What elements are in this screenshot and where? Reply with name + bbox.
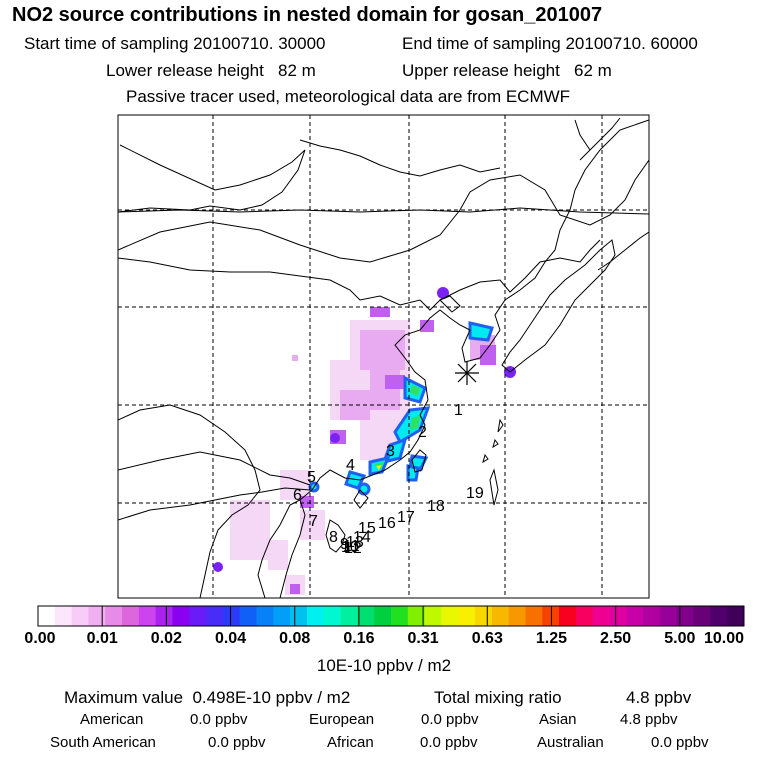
legend-tick-label: 0.01 (86, 630, 118, 647)
legend-tick-label: 0.31 (407, 630, 439, 647)
source-label: 8 (329, 529, 338, 546)
source-label: 7 (309, 513, 318, 530)
region-name-australian: Australian (537, 734, 604, 751)
source-label: 14 (353, 529, 371, 546)
source-label: 10 (341, 539, 359, 556)
map-panel: 1 2 3 4 5 6 7 8 9 10 11 12 13 14 15 16 1… (117, 114, 650, 599)
legend-tick-label: 0.63 (471, 630, 503, 647)
source-label: 17 (397, 509, 415, 526)
upper-release-height-label: Upper release height 62 m (402, 61, 612, 80)
source-label: 12 (344, 540, 362, 557)
source-label: 2 (418, 424, 427, 441)
source-label: 5 (307, 469, 316, 486)
legend-tick-label: 2.50 (600, 630, 632, 647)
legend-tick-label: 0.08 (279, 630, 311, 647)
source-label: 11 (343, 538, 360, 555)
lower-release-height-label: Lower release height 82 m (106, 61, 316, 80)
legend-tick-label: 0.02 (150, 630, 182, 647)
legend-tick-label: 0.00 (24, 630, 56, 647)
lat-lon-grid (118, 115, 649, 598)
region-name-asian: Asian (539, 711, 577, 728)
legend-tick-label: 5.00 (664, 630, 696, 647)
data-source-note: Passive tracer used, meteorological data… (126, 87, 571, 106)
source-label: 18 (427, 498, 445, 515)
legend-tick-label: 0.16 (343, 630, 375, 647)
start-time-label: Start time of sampling 20100710. 30000 (24, 34, 326, 53)
source-label: 13 (346, 534, 364, 551)
source-label: 6 (293, 487, 302, 504)
asterisk-icon (455, 361, 479, 385)
total-mixing-ratio-value: 4.8 ppbv (626, 688, 692, 707)
region-name-african: African (327, 734, 374, 751)
legend-tick-label: 1.25 (535, 630, 568, 647)
legend-tick-label: 10.00 (703, 630, 745, 647)
coastlines (118, 117, 649, 598)
source-label: 1 (454, 402, 463, 419)
region-name-south-american: South American (50, 734, 156, 751)
region-value-asian: 4.8 ppbv (620, 711, 678, 728)
source-label: 4 (346, 457, 355, 474)
total-mixing-ratio-label: Total mixing ratio (434, 688, 562, 707)
region-value-american: 0.0 ppbv (190, 711, 248, 728)
source-label: 19 (466, 485, 484, 502)
end-time-label: End time of sampling 20100710. 60000 (402, 34, 698, 53)
concentration-plume (213, 287, 516, 595)
legend-unit: 10E-10 ppbv / m2 (316, 656, 452, 675)
legend-tick-label: 0.04 (214, 630, 247, 647)
source-label: 15 (358, 520, 376, 537)
region-value-australian: 0.0 ppbv (651, 734, 709, 751)
region-value-south-american: 0.0 ppbv (208, 734, 266, 751)
source-label: 3 (386, 443, 395, 460)
region-name-american: American (80, 711, 144, 728)
plot-title: NO2 source contributions in nested domai… (12, 4, 603, 26)
region-value-african: 0.0 ppbv (420, 734, 478, 751)
source-label: 16 (378, 515, 396, 532)
maximum-value-label: Maximum value 0.498E-10 ppbv / m2 (64, 688, 351, 707)
region-name-european: European (309, 711, 375, 728)
source-label: 9 (340, 536, 349, 553)
region-value-european: 0.0 ppbv (421, 711, 479, 728)
